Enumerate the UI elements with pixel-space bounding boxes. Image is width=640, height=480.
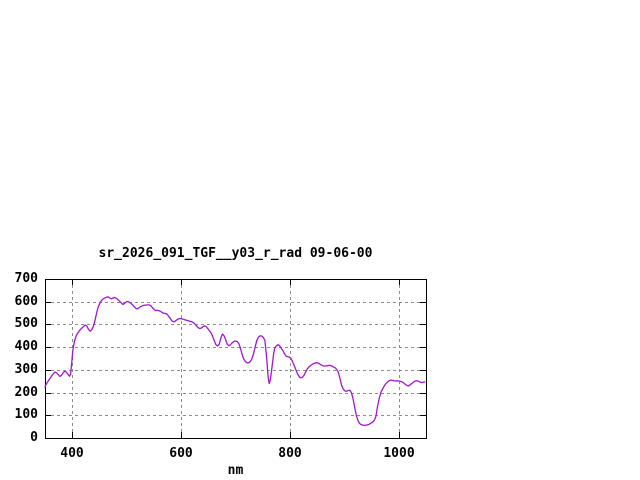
y-tick-label: 500 [14,316,38,331]
x-axis-label: nm [227,463,244,478]
y-tick-label: 200 [14,385,38,400]
y-tick-label: 300 [14,362,38,377]
plot-frame [45,279,427,439]
y-tick-label: 100 [14,407,38,422]
spectrum-line [44,296,426,426]
y-tick-label: 0 [30,430,38,445]
x-tick-label: 800 [278,446,302,461]
x-tick-label: 600 [169,446,193,461]
x-tick-label: 1000 [383,446,415,461]
y-tick-label: 400 [14,339,38,354]
chart-title: sr_2026_091_TGF__y03_r_rad 09-06-00 [98,246,373,261]
y-tick-label: 700 [14,271,38,286]
x-tick-label: 400 [60,446,84,461]
y-tick-label: 600 [14,294,38,309]
